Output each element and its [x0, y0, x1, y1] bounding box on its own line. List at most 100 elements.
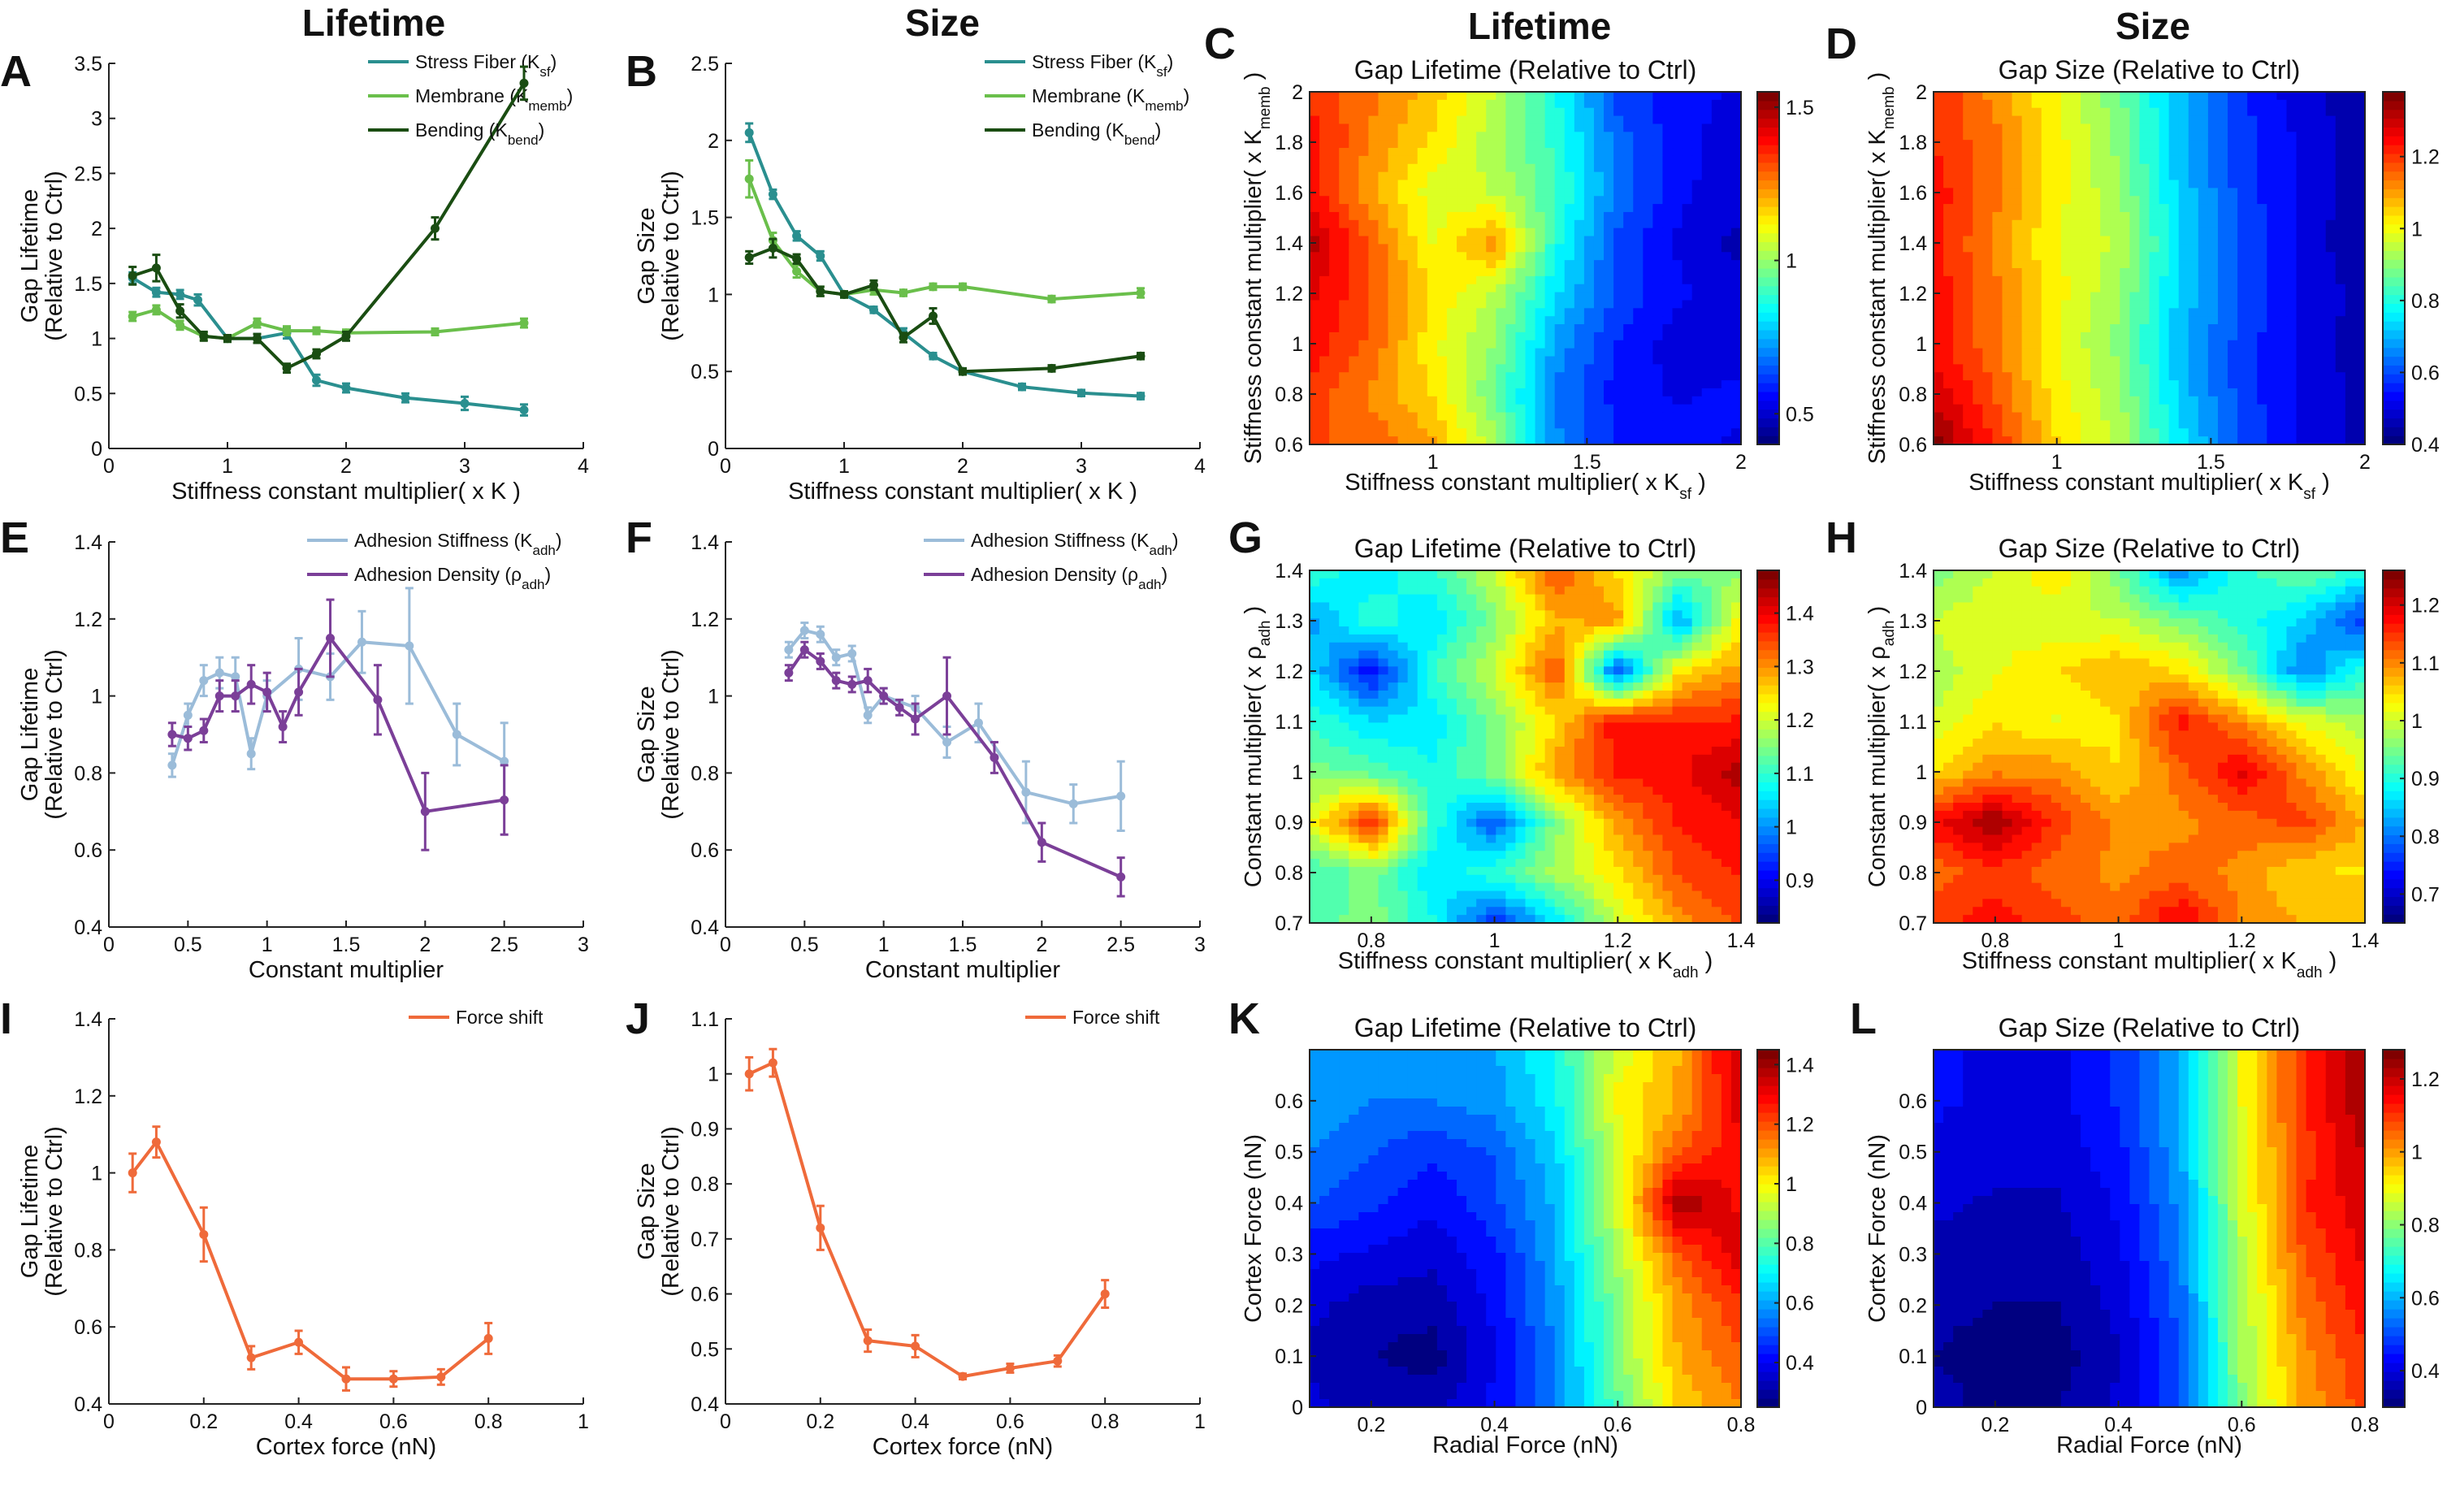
- heatmap-cell: [2021, 227, 2033, 237]
- heatmap-cell: [1417, 148, 1428, 157]
- heatmap-cell: [1397, 244, 1409, 253]
- heatmap-cell: [2012, 356, 2023, 365]
- heatmap-cell: [1496, 107, 1506, 117]
- heatmap-cell: [2031, 196, 2042, 205]
- heatmap-cell: [2012, 268, 2023, 277]
- heatmap-cell: [1691, 219, 1703, 229]
- heatmap-cell: [1339, 132, 1349, 141]
- heatmap-cell: [2276, 316, 2288, 325]
- heatmap-cell: [1368, 155, 1379, 165]
- heatmap-cell: [2286, 388, 2298, 397]
- heatmap-cell: [1446, 364, 1457, 373]
- heatmap-cell: [2110, 324, 2120, 333]
- heatmap-cell: [2081, 388, 2091, 397]
- heatmap-cell: [1476, 420, 1487, 429]
- heatmap-cell: [1982, 219, 1994, 229]
- heatmap-cell: [1535, 428, 1546, 437]
- heatmap-cell: [1691, 372, 1703, 381]
- heatmap-cell: [1583, 300, 1595, 309]
- heatmap-cell: [1535, 324, 1546, 333]
- heatmap-cell: [2306, 436, 2317, 445]
- heatmap-cell: [2120, 340, 2130, 349]
- data-point: [847, 679, 857, 689]
- heatmap-cell: [1711, 308, 1722, 317]
- heatmap-cell: [1943, 356, 1954, 365]
- heatmap-cell: [1593, 115, 1605, 125]
- heatmap-cell: [2267, 364, 2277, 373]
- heatmap-cell: [2100, 107, 2111, 117]
- heatmap-cell: [1525, 412, 1536, 422]
- heatmap-cell: [1982, 268, 1994, 277]
- heatmap-cell: [1623, 348, 1634, 357]
- heatmap-cell: [2110, 268, 2120, 277]
- heatmap-cell: [1982, 308, 1994, 317]
- heatmap-cell: [1730, 148, 1742, 157]
- heatmap-cell: [1623, 364, 1634, 373]
- heatmap-cell: [1329, 388, 1340, 397]
- heatmap-cell: [2315, 428, 2327, 437]
- heatmap-cell: [1319, 244, 1330, 253]
- heatmap-cell: [1397, 148, 1409, 157]
- heatmap-cell: [1466, 316, 1477, 325]
- data-point: [1116, 872, 1126, 882]
- heatmap-cell: [1691, 570, 1703, 579]
- heatmap-cell: [1358, 148, 1370, 157]
- heatmap-cell: [1476, 570, 1487, 579]
- heatmap-cell: [2120, 348, 2130, 357]
- heatmap-cell: [1505, 578, 1517, 587]
- heatmap-cell: [1407, 372, 1418, 381]
- heatmap-cell: [2031, 348, 2042, 357]
- heatmap-cell: [1505, 180, 1517, 188]
- heatmap-cell: [1583, 364, 1595, 373]
- heatmap-cell: [1407, 594, 1418, 604]
- heatmap-cell: [2247, 132, 2258, 141]
- heatmap-cell: [1496, 324, 1506, 333]
- heatmap-cell: [1691, 227, 1703, 237]
- heatmap-cell: [1329, 132, 1340, 141]
- heatmap-cell: [2267, 132, 2277, 141]
- heatmap-cell: [2021, 180, 2033, 188]
- heatmap-cell: [1388, 99, 1399, 109]
- heatmap-cell: [2149, 388, 2160, 397]
- heatmap-cell: [1574, 227, 1585, 237]
- heatmap-cell: [1427, 420, 1438, 429]
- heatmap-cell: [1358, 396, 1370, 405]
- y-tick-label: 1.4: [1899, 232, 1927, 255]
- colorbar-step: [2383, 435, 2405, 445]
- heatmap-cell: [2012, 92, 2023, 101]
- heatmap-cell: [1711, 372, 1722, 381]
- heatmap-cell: [1613, 180, 1624, 188]
- heatmap-cell: [2012, 123, 2023, 132]
- heatmap-cell: [1574, 268, 1585, 277]
- heatmap-cell: [1643, 260, 1653, 269]
- heatmap-cell: [1721, 428, 1732, 437]
- legend-label: Adhesion Density (ρadh): [971, 564, 1167, 592]
- heatmap-cell: [1953, 292, 1964, 301]
- heatmap-cell: [1457, 578, 1467, 587]
- heatmap-cell: [1604, 107, 1614, 117]
- heatmap-cell: [1319, 412, 1330, 422]
- heatmap-cell: [1466, 211, 1477, 221]
- y-tick-label: 2: [1916, 81, 1927, 104]
- heatmap-cell: [1652, 92, 1664, 101]
- heatmap-cell: [2070, 227, 2081, 237]
- heatmap-cell: [1349, 171, 1359, 181]
- heatmap-cell: [2021, 148, 2033, 157]
- heatmap-cell: [1535, 188, 1546, 197]
- heatmap-cell: [2002, 115, 2013, 125]
- heatmap-cell: [1378, 244, 1389, 253]
- heatmap-cell: [1604, 308, 1614, 317]
- heatmap-cell: [1358, 260, 1370, 269]
- colorbar-step: [1757, 365, 1779, 375]
- heatmap-cell: [1662, 132, 1674, 141]
- heatmap-cell: [1505, 188, 1517, 197]
- heatmap-cell: [1992, 132, 2003, 141]
- heatmap-cell: [1672, 284, 1683, 293]
- heatmap-cell: [2060, 204, 2072, 213]
- heatmap-cell: [2217, 132, 2228, 141]
- heatmap-cell: [2129, 308, 2141, 317]
- y-tick-label: 0.4: [74, 1393, 102, 1416]
- heatmap-cell: [2228, 180, 2238, 188]
- heatmap-cell: [1992, 260, 2003, 269]
- heatmap-cell: [2345, 324, 2356, 333]
